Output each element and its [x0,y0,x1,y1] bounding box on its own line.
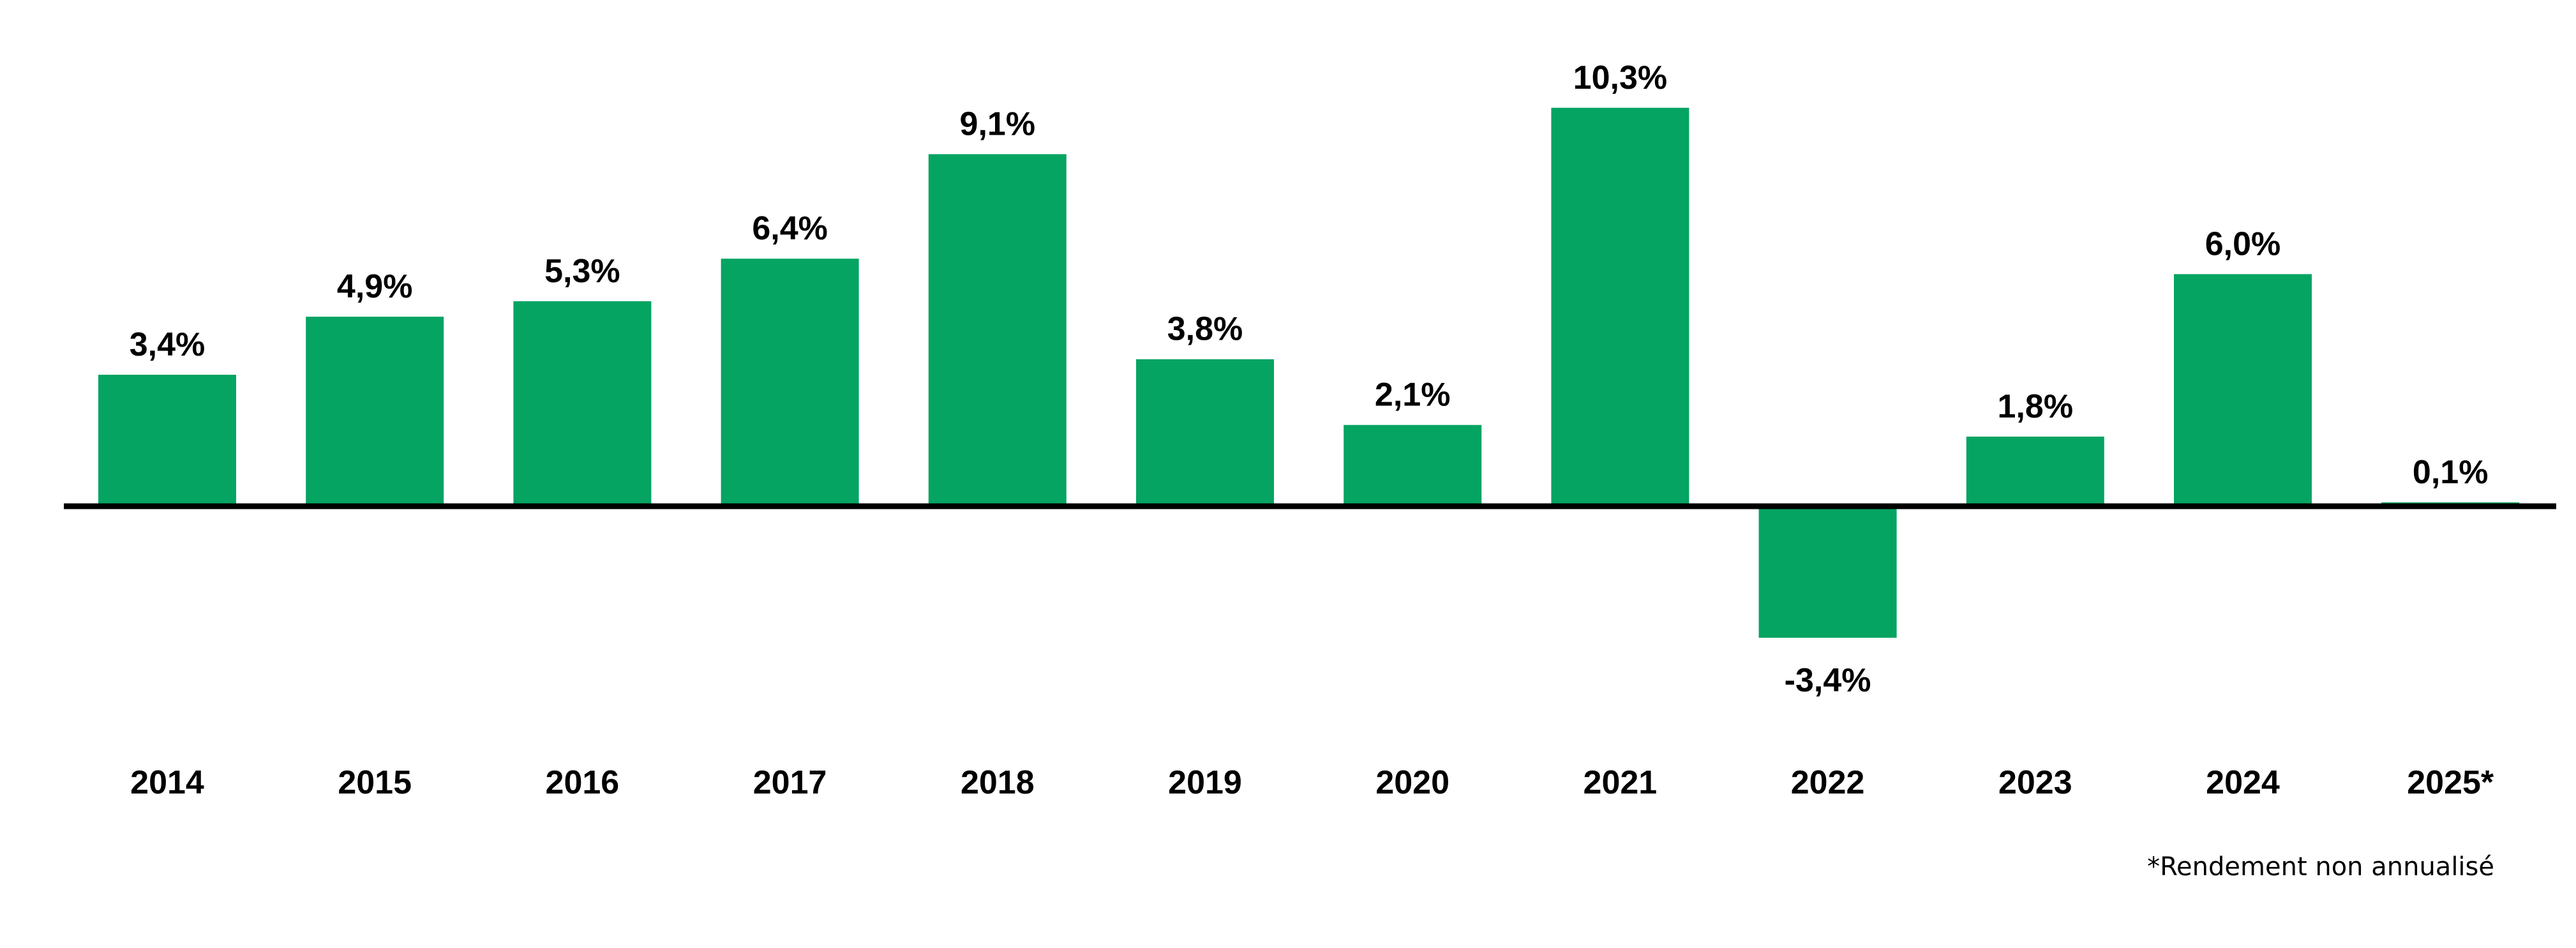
bar-2015 [306,317,444,506]
value-label-2025: 0,1% [2413,454,2489,491]
category-label-2016: 2016 [546,764,620,801]
bar-2018 [928,154,1067,506]
value-label-2017: 6,4% [752,210,828,247]
category-label-2018: 2018 [961,764,1035,801]
category-label-2023: 2023 [1998,764,2072,801]
value-label-2018: 9,1% [960,106,1036,143]
bar-2019 [1136,359,1274,506]
bars-layer [98,107,2520,638]
bar-2021 [1551,107,1689,507]
value-label-2020: 2,1% [1375,377,1451,414]
value-label-2014: 3,4% [130,326,206,363]
category-label-2025: 2025* [2407,764,2494,801]
bar-2017 [721,259,859,506]
value-label-2022: -3,4% [1785,662,1871,699]
category-label-2019: 2019 [1168,764,1242,801]
bar-2014 [98,375,236,506]
value-label-2024: 6,0% [2205,225,2281,262]
category-label-2024: 2024 [2206,764,2280,801]
value-label-2016: 5,3% [544,253,620,290]
labels-layer: 3,4% 2014 4,9% 2015 5,3% 2016 6,4% 2017 9,1% 2018… [130,59,2494,801]
value-label-2021: 10,3% [1573,59,1667,96]
bar-2020 [1344,425,1482,506]
bar-2022 [1758,506,1897,638]
category-label-2015: 2015 [338,764,412,801]
value-label-2023: 1,8% [1998,388,2074,425]
category-label-2020: 2020 [1375,764,1449,801]
category-label-2021: 2021 [1584,764,1658,801]
bar-2016 [513,301,652,506]
bar-2023 [1966,436,2104,506]
value-label-2019: 3,8% [1167,311,1243,348]
category-label-2022: 2022 [1791,764,1865,801]
category-label-2014: 2014 [130,764,204,801]
category-label-2017: 2017 [753,764,827,801]
bar-2024 [2174,274,2312,506]
footnote: *Rendement non annualisé [2147,852,2494,882]
value-label-2015: 4,9% [337,268,413,305]
